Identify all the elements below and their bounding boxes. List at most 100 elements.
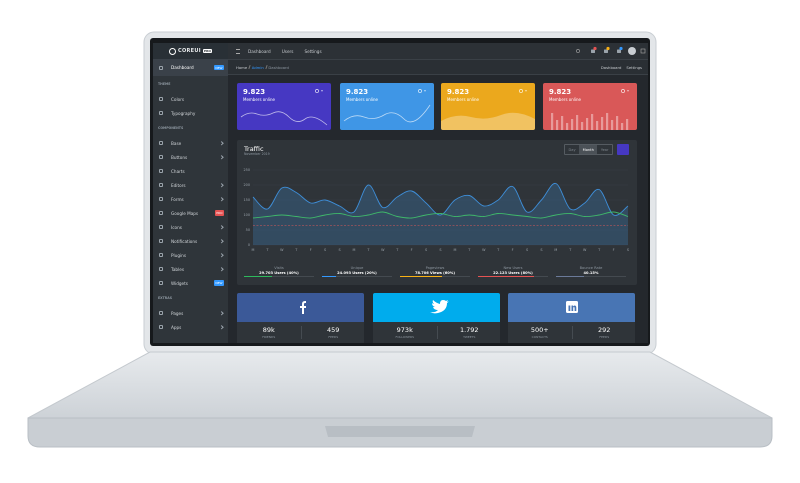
chevron <box>219 239 224 243</box>
social-stat: 292 FEEDS <box>571 326 636 339</box>
settings-icon <box>576 49 580 53</box>
linkedin-n <box>571 305 577 311</box>
x-tick-label: S <box>425 248 427 252</box>
notify-badge <box>593 46 597 51</box>
graphic <box>576 46 646 55</box>
sparkbar <box>626 119 629 130</box>
progress-bar <box>322 276 336 277</box>
crumb[interactable]: Admin <box>251 64 264 70</box>
sidebar-item[interactable]: Typography <box>153 106 228 120</box>
notify-icon <box>591 49 595 53</box>
subnav-link[interactable]: Settings <box>626 64 642 70</box>
badge: PRO <box>214 210 224 216</box>
period-button[interactable]: Day <box>568 147 576 152</box>
chevron <box>219 155 224 159</box>
graphic <box>441 89 535 130</box>
x-tick-label: S <box>338 248 340 252</box>
label: Plugins <box>171 252 186 258</box>
linkedin-i <box>568 305 571 311</box>
notch <box>325 426 475 437</box>
x-tick-label: F <box>613 248 615 252</box>
sparkbar <box>606 113 609 130</box>
social-card: 500+ CONTACTS 292 FEEDS <box>508 293 635 343</box>
icon <box>159 311 163 315</box>
x-tick-label: M <box>453 248 456 252</box>
breadcrumb: Home Admin Dashboard Dashboard Settings <box>228 59 648 75</box>
social-value: 973k <box>396 326 413 334</box>
period-button[interactable]: Year <box>600 147 609 152</box>
sparkbar <box>616 116 619 130</box>
facebook-icon <box>300 301 306 314</box>
social-label: CONTACTS <box>531 335 548 339</box>
nav-link[interactable]: Dashboard <box>248 48 271 54</box>
sidebar-item[interactable]: Buttons <box>153 150 228 164</box>
stat-label: Pageviews <box>425 266 445 270</box>
social-stat: 89k FRIENDS <box>237 326 301 339</box>
sidebar-item[interactable]: Notifications <box>153 234 228 248</box>
stat: Unique 24.093 Users (20%) <box>322 266 392 277</box>
sidebar-item[interactable]: Widgets NEW <box>153 276 228 290</box>
chevron <box>219 325 224 329</box>
x-tick-label: F <box>310 248 312 252</box>
graphic <box>430 300 449 314</box>
nav-link[interactable]: Settings <box>304 48 322 54</box>
sidebar-item[interactable]: Base <box>153 136 228 150</box>
x-tick-label: W <box>482 248 486 252</box>
badge: NEW <box>213 64 224 71</box>
social-header <box>373 293 500 322</box>
gear-icon <box>418 89 422 93</box>
download-button[interactable] <box>617 143 629 155</box>
menu-toggle[interactable] <box>236 48 240 54</box>
sidebar-item[interactable]: Forms <box>153 192 228 206</box>
graphic <box>551 89 629 130</box>
sparkline <box>240 111 328 126</box>
crumb: Dashboard <box>268 64 289 70</box>
icon <box>159 197 163 201</box>
sidebar-item[interactable]: Charts <box>153 164 228 178</box>
x-tick-label: F <box>512 248 514 252</box>
progress-track <box>244 276 314 277</box>
sparkbar <box>556 120 559 130</box>
label: Typography <box>171 110 196 116</box>
crumb[interactable]: Home <box>236 64 248 70</box>
sparkbar <box>621 123 624 130</box>
icon <box>159 325 163 329</box>
x-tick-label: T <box>568 248 572 252</box>
sidebar-item[interactable]: Editors <box>153 178 228 192</box>
chevron <box>219 141 224 145</box>
label: Tables <box>171 266 185 272</box>
stat: New Users 22.123 Users (80%) <box>478 266 548 277</box>
social-card: 89k FRIENDS 459 FEEDS <box>237 293 364 343</box>
y-tick-label: 0 <box>248 243 250 247</box>
card-title: Traffic <box>244 145 264 153</box>
subnav-link[interactable]: Dashboard <box>600 64 622 70</box>
x-tick-label: W <box>280 248 284 252</box>
brand-name: COREUI <box>178 48 201 54</box>
widget-card: 9.823 Members online <box>543 83 637 130</box>
chevron <box>219 311 224 315</box>
icon <box>159 211 163 215</box>
x-tick-label: T <box>366 248 370 252</box>
x-tick-label: S <box>540 248 542 252</box>
sidebar-item[interactable]: Plugins <box>153 248 228 262</box>
x-tick-label: S <box>627 248 629 252</box>
x-tick-label: F <box>411 248 413 252</box>
period-button[interactable]: Month <box>579 145 598 154</box>
sidebar-heading: THEME <box>158 82 171 86</box>
sidebar-item[interactable]: Tables <box>153 262 228 276</box>
sparkbar <box>611 120 614 130</box>
icon <box>159 65 163 70</box>
sidebar-item[interactable]: Dashboard NEW <box>153 59 228 76</box>
sidebar-item[interactable]: Icons <box>153 220 228 234</box>
caret <box>321 90 323 92</box>
x-tick-label: T <box>265 248 269 252</box>
widget-value: 9.823 <box>346 88 369 96</box>
social-value: 500+ <box>530 326 549 334</box>
sidebar-item[interactable]: Apps <box>153 320 228 334</box>
x-tick-label: S <box>439 248 441 252</box>
sidebar-item[interactable]: Pages <box>153 306 228 320</box>
sidebar-item[interactable]: Google Maps PRO <box>153 206 228 220</box>
nav-link[interactable]: Users <box>281 48 294 54</box>
sidebar-item[interactable]: Colors <box>153 92 228 106</box>
series-line <box>252 211 629 219</box>
